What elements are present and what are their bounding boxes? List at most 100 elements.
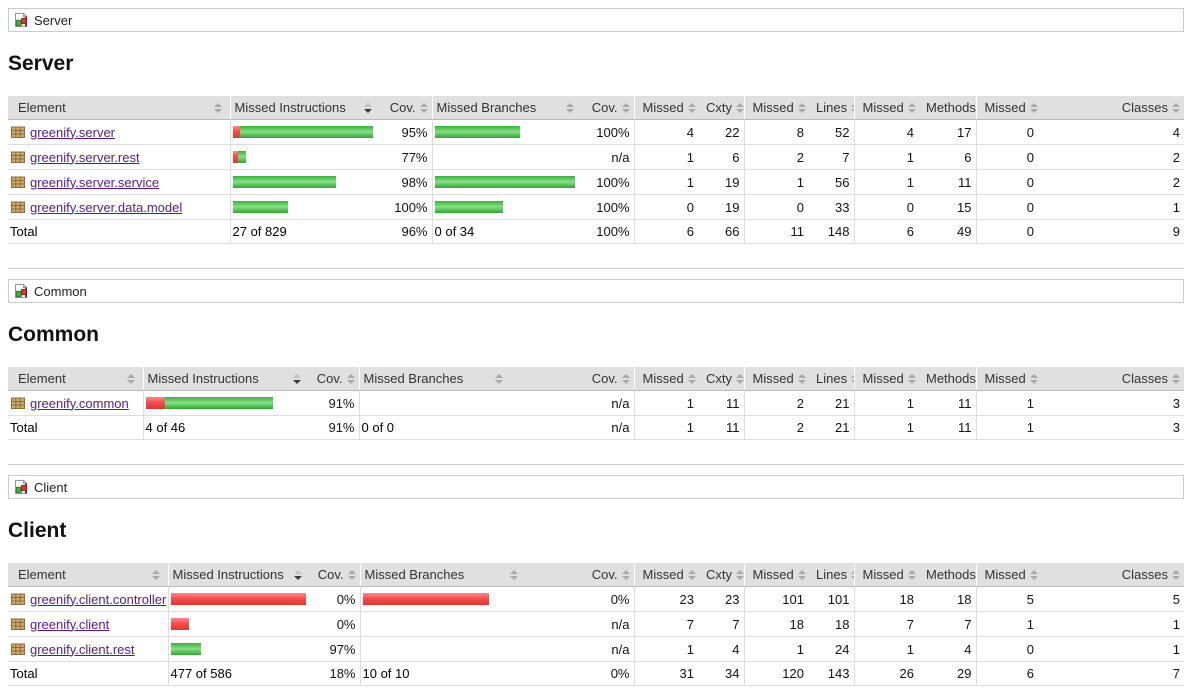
column-label: Classes: [1121, 371, 1168, 386]
element-cell: greenify.server.rest: [8, 144, 230, 170]
column-header-instruction-coverage[interactable]: Cov.: [306, 563, 360, 587]
column-header-missed-instructions[interactable]: Missed Instructions: [229, 96, 376, 120]
column-header-missed-classes[interactable]: Missed: [975, 367, 1038, 391]
column-header-missed-classes[interactable]: Missed: [975, 563, 1038, 587]
table-header-row: Element Missed Instructions Cov. Missed …: [8, 367, 1184, 391]
missed-branches-bar-cell: [431, 144, 578, 170]
column-header-missed-branches[interactable]: Missed Branches: [358, 367, 507, 391]
sort-arrows-icon: [851, 373, 854, 384]
column-header-classes[interactable]: Classes: [1038, 367, 1184, 391]
sort-arrows-icon: [907, 373, 916, 384]
package-link[interactable]: greenify.server.rest: [30, 149, 140, 165]
column-header-branch-coverage[interactable]: Cov.: [578, 96, 634, 120]
column-header-lines[interactable]: Lines: [808, 563, 854, 587]
instruction-coverage-value: 98%: [376, 169, 432, 195]
total-classes: 3: [1038, 415, 1184, 440]
package-link[interactable]: greenify.server.service: [30, 174, 160, 190]
missed-cxty-value: 1: [633, 169, 698, 195]
missed-cxty-value: 4: [633, 119, 698, 145]
column-header-element[interactable]: Element: [8, 367, 143, 391]
column-header-lines[interactable]: Lines: [808, 367, 854, 391]
total-branch-coverage: 0%: [522, 661, 634, 686]
server-section: Server Server Element Missed Instruction…: [8, 8, 1184, 244]
missed-instructions-bar-cell: [142, 390, 305, 416]
total-missed-methods: 6: [853, 219, 918, 244]
column-header-instruction-coverage[interactable]: Cov.: [376, 96, 432, 120]
section-divider: [8, 268, 1184, 269]
covered-branches-bar: [434, 201, 503, 213]
column-header-missed-methods[interactable]: Missed: [853, 563, 918, 587]
missed-branches-bar-cell: [431, 194, 578, 220]
column-header-methods[interactable]: Methods: [918, 367, 976, 391]
column-header-instruction-coverage[interactable]: Cov.: [305, 367, 359, 391]
classes-value: 5: [1038, 586, 1184, 612]
column-header-classes[interactable]: Classes: [1038, 563, 1184, 587]
methods-value: 17: [918, 119, 976, 145]
cxty-value: 19: [698, 194, 744, 220]
coverage-group-icon: [13, 479, 29, 495]
package-row: greenify.server 95% 100% 4 22 8 52 4 17 …: [8, 119, 1184, 145]
missed-methods-value: 1: [853, 144, 918, 170]
column-label: Missed: [862, 371, 904, 386]
missed-classes-value: 0: [975, 169, 1038, 195]
column-header-element[interactable]: Element: [8, 563, 168, 587]
total-methods: 29: [918, 661, 976, 686]
total-classes: 7: [1038, 661, 1184, 686]
package-row: greenify.server.data.model 100% 100% 0 1…: [8, 194, 1184, 220]
package-link[interactable]: greenify.client: [30, 616, 110, 632]
column-header-missed-classes[interactable]: Missed: [975, 96, 1038, 120]
column-header-branch-coverage[interactable]: Cov.: [507, 367, 634, 391]
column-header-missed-instructions[interactable]: Missed Instructions: [142, 367, 305, 391]
methods-value: 11: [918, 390, 976, 416]
classes-value: 1: [1038, 194, 1184, 220]
java-package-icon: [11, 126, 25, 138]
column-header-missed-instructions[interactable]: Missed Instructions: [167, 563, 306, 587]
breadcrumb-label: Server: [34, 12, 73, 28]
column-header-missed-branches[interactable]: Missed Branches: [359, 563, 522, 587]
column-header-element[interactable]: Element: [8, 96, 230, 120]
column-header-branch-coverage[interactable]: Cov.: [522, 563, 634, 587]
column-header-classes[interactable]: Classes: [1038, 96, 1184, 120]
column-header-lines[interactable]: Lines: [808, 96, 854, 120]
classes-value: 4: [1038, 119, 1184, 145]
column-header-cxty[interactable]: Cxty: [698, 563, 744, 587]
package-link[interactable]: greenify.common: [30, 395, 129, 411]
column-header-missed-methods[interactable]: Missed: [853, 367, 918, 391]
total-cxty: 66: [698, 219, 744, 244]
column-header-missed-cxty[interactable]: Missed: [633, 96, 698, 120]
sort-arrows-icon: [736, 102, 744, 113]
total-missed-classes: 6: [975, 661, 1038, 686]
column-label: Lines: [816, 100, 848, 115]
package-link[interactable]: greenify.client.rest: [30, 641, 135, 657]
column-header-methods[interactable]: Methods: [918, 563, 976, 587]
column-label: Missed Instructions: [172, 567, 284, 582]
missed-methods-value: 1: [853, 390, 918, 416]
column-header-missed-lines[interactable]: Missed: [743, 563, 808, 587]
missed-branches-bar-cell: [359, 636, 522, 662]
column-header-missed-lines[interactable]: Missed: [743, 367, 808, 391]
sort-arrows-icon: [621, 102, 630, 113]
package-link[interactable]: greenify.server: [30, 124, 116, 140]
column-header-cxty[interactable]: Cxty: [698, 367, 744, 391]
package-link[interactable]: greenify.server.data.model: [30, 199, 183, 215]
missed-instructions-bar-cell: [229, 194, 376, 220]
instruction-coverage-value: 97%: [306, 636, 360, 662]
total-branch-coverage: n/a: [507, 415, 634, 440]
breadcrumb: Server: [8, 8, 1184, 32]
column-header-methods[interactable]: Methods: [918, 96, 976, 120]
column-header-missed-branches[interactable]: Missed Branches: [431, 96, 578, 120]
column-header-missed-lines[interactable]: Missed: [743, 96, 808, 120]
package-link[interactable]: greenify.client.controller: [30, 591, 167, 607]
column-header-missed-cxty[interactable]: Missed: [633, 563, 698, 587]
classes-value: 3: [1038, 390, 1184, 416]
column-label: Cov.: [317, 567, 344, 582]
column-label: Methods: [926, 371, 976, 386]
sort-arrows-icon: [851, 569, 854, 580]
column-header-missed-cxty[interactable]: Missed: [633, 367, 698, 391]
column-label: Missed Branches: [436, 100, 537, 115]
total-missed-classes: 0: [975, 219, 1038, 244]
column-header-cxty[interactable]: Cxty: [698, 96, 744, 120]
column-header-missed-methods[interactable]: Missed: [853, 96, 918, 120]
column-label: Missed Branches: [363, 371, 464, 386]
missed-instructions-bar: [145, 397, 165, 409]
